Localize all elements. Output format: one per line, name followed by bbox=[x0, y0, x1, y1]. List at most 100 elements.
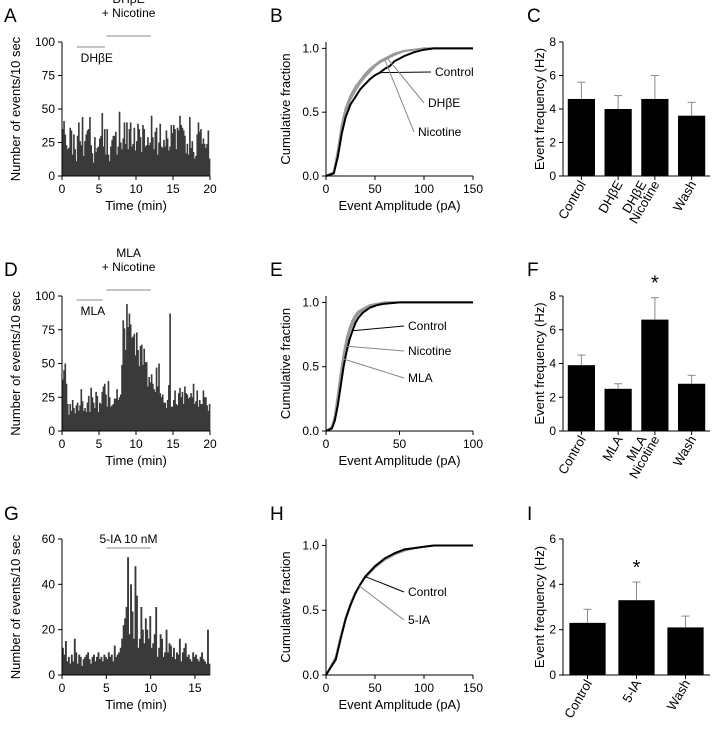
histogram-bar bbox=[105, 154, 107, 176]
histogram-bar bbox=[164, 652, 166, 675]
histogram-bar bbox=[152, 137, 154, 176]
category-label: MLA bbox=[599, 433, 626, 464]
histogram-bar bbox=[165, 408, 168, 431]
category-label: Wash bbox=[670, 433, 699, 469]
histogram-bar bbox=[181, 127, 184, 176]
y-tick-label: 20 bbox=[42, 623, 56, 637]
histogram-bar bbox=[64, 641, 67, 675]
histogram-bar bbox=[115, 131, 117, 176]
histogram-bar bbox=[150, 115, 153, 176]
panel-letter: C bbox=[527, 6, 541, 27]
treatment-label: 5-IA 10 nM bbox=[99, 532, 157, 546]
y-tick-label: 0 bbox=[48, 169, 55, 183]
y-axis-label: Number of events/10 sec bbox=[8, 36, 23, 181]
treatment-label: MLA bbox=[116, 246, 141, 260]
histogram-bar bbox=[79, 141, 81, 176]
histogram-bar bbox=[159, 123, 162, 176]
y-tick-label: 100 bbox=[35, 289, 55, 303]
histogram-bar bbox=[162, 656, 165, 675]
histogram-bar bbox=[155, 367, 158, 431]
histogram-bar bbox=[148, 145, 150, 176]
histogram-bar bbox=[88, 659, 91, 675]
x-tick-label: 0 bbox=[59, 182, 66, 196]
y-tick-label: 50 bbox=[42, 102, 56, 116]
histogram-bar bbox=[155, 607, 158, 675]
histogram-bar bbox=[198, 661, 201, 675]
histogram-bar bbox=[69, 663, 72, 675]
x-tick-label: 0 bbox=[323, 681, 330, 695]
histogram-bar bbox=[196, 134, 199, 176]
histogram-bar bbox=[171, 133, 174, 176]
histogram-bar bbox=[119, 394, 122, 431]
y-tick-label: 1.0 bbox=[302, 538, 319, 552]
histogram-bar bbox=[69, 127, 72, 176]
histogram-bar bbox=[90, 663, 92, 675]
histogram-bar bbox=[192, 652, 195, 675]
histogram-bar bbox=[155, 127, 158, 176]
histogram-bar bbox=[93, 654, 95, 675]
x-tick-label: 20 bbox=[203, 182, 217, 196]
histogram-bar bbox=[84, 141, 86, 176]
histogram-bar bbox=[121, 638, 124, 675]
histogram-bar bbox=[108, 397, 111, 431]
histogram-bar bbox=[119, 647, 122, 675]
histogram-bar bbox=[204, 661, 206, 675]
y-tick-label: 0 bbox=[549, 668, 556, 682]
y-tick-label: 0 bbox=[48, 424, 55, 438]
histogram-bar bbox=[118, 652, 121, 675]
histogram-bar bbox=[112, 404, 115, 431]
histogram-bar bbox=[101, 391, 104, 431]
panel-letter: H bbox=[270, 504, 284, 525]
histogram-bar bbox=[85, 412, 88, 431]
histogram-bar bbox=[176, 127, 179, 176]
bar bbox=[604, 109, 632, 176]
histogram-bar bbox=[160, 397, 163, 431]
histogram-bar bbox=[66, 149, 69, 176]
histogram-bar bbox=[195, 654, 198, 675]
histogram-bar bbox=[133, 638, 135, 675]
curve-control bbox=[325, 544, 473, 676]
histogram-bar bbox=[113, 398, 116, 431]
histogram-bar bbox=[91, 153, 94, 176]
y-axis-label: Event frequency (Hz) bbox=[532, 48, 547, 170]
histogram-bar bbox=[147, 137, 149, 176]
histogram-bar bbox=[142, 125, 144, 176]
histogram-bar bbox=[205, 663, 208, 675]
x-tick-label: 0 bbox=[59, 681, 66, 695]
histogram-bar bbox=[191, 141, 194, 176]
histogram-bar bbox=[137, 350, 139, 431]
y-tick-label: 40 bbox=[42, 577, 56, 591]
histogram-bar bbox=[138, 366, 141, 431]
histogram-bar bbox=[195, 155, 197, 176]
treatment-label: MLA bbox=[80, 304, 105, 318]
curve-label: Control bbox=[408, 585, 447, 599]
histogram-bar bbox=[63, 370, 65, 431]
histogram-bar bbox=[140, 344, 143, 431]
histogram-bar bbox=[124, 350, 127, 431]
histogram-bar bbox=[201, 143, 203, 176]
histogram-bar bbox=[138, 129, 141, 176]
y-axis-label: Cumulative fraction bbox=[278, 308, 293, 419]
histogram-bar bbox=[80, 145, 83, 176]
histogram-bar bbox=[149, 382, 152, 431]
histogram-bar bbox=[87, 395, 90, 431]
histogram-bar bbox=[99, 659, 101, 675]
histogram-bar bbox=[159, 393, 162, 431]
histogram-bar bbox=[123, 328, 126, 431]
histogram-bar bbox=[207, 629, 209, 675]
histogram-bar bbox=[143, 129, 146, 176]
histogram-bar bbox=[180, 661, 183, 675]
y-tick-label: 50 bbox=[42, 357, 56, 371]
treatment-label: DHβE bbox=[112, 0, 144, 6]
histogram-bar bbox=[153, 634, 156, 675]
panel-i: I Event frequency (Hz) Control * 5-IA Wash 0 2 4… bbox=[527, 504, 710, 721]
histogram-bar bbox=[201, 404, 203, 431]
histogram-bar bbox=[132, 143, 134, 176]
histogram-bar bbox=[161, 394, 164, 431]
histogram-bar bbox=[158, 647, 161, 675]
histogram-bar bbox=[191, 397, 194, 431]
histogram-bar bbox=[78, 654, 81, 675]
y-tick-label: 6 bbox=[549, 532, 556, 546]
y-tick-label: 1.0 bbox=[302, 295, 319, 309]
